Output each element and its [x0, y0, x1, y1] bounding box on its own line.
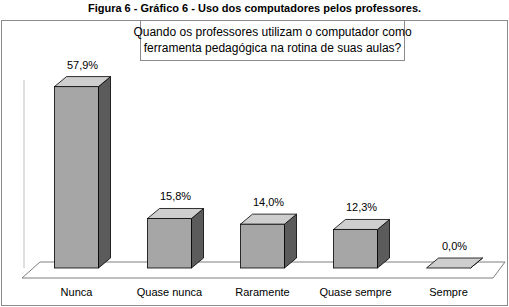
bars — [55, 77, 483, 268]
bar-top — [334, 219, 390, 229]
bar-top — [241, 214, 297, 224]
x-tick-label: Sempre — [429, 286, 468, 298]
bar-top — [148, 208, 204, 218]
bar-front — [148, 218, 192, 268]
bar-top — [55, 77, 111, 87]
data-label: 15,8% — [160, 190, 191, 202]
title-line: ferramenta pedagógica na rotina de suas … — [144, 41, 402, 55]
bar-front — [241, 224, 285, 268]
data-label: 14,0% — [253, 196, 284, 208]
bar-top — [427, 258, 483, 268]
value-axis — [24, 80, 25, 268]
x-tick-labels: Nunca Quase nunca Raramente Quase sempre Sem… — [61, 286, 468, 298]
subtitle: Figura 6 - Gráfico 6 - Uso dos computado… — [88, 2, 421, 14]
x-tick-label: Quase sempre — [319, 286, 391, 298]
bar — [334, 219, 390, 268]
bar — [148, 208, 204, 268]
bar-side — [99, 77, 111, 268]
chart-container: Figura 6 - Gráfico 6 - Uso dos computado… — [0, 0, 509, 307]
title-line: Quando os professores utilizam o computa… — [133, 25, 411, 39]
x-tick-label: Quase nunca — [137, 286, 203, 298]
title: Quando os professores utilizam o computa… — [133, 25, 411, 55]
bar-front — [334, 229, 378, 268]
data-label: 57,9% — [67, 59, 98, 71]
bar — [427, 258, 483, 268]
x-tick-label: Raramente — [235, 286, 289, 298]
chart-frame — [2, 21, 508, 306]
x-tick-label: Nunca — [61, 286, 94, 298]
bar — [55, 77, 111, 268]
chart-svg: Figura 6 - Gráfico 6 - Uso dos computado… — [0, 0, 509, 307]
bar-front — [55, 87, 99, 268]
data-label: 0,0% — [442, 240, 467, 252]
data-labels: 57,9% 15,8% 14,0% 12,3% 0,0% — [67, 59, 467, 252]
data-label: 12,3% — [346, 201, 377, 213]
bar — [241, 214, 297, 268]
